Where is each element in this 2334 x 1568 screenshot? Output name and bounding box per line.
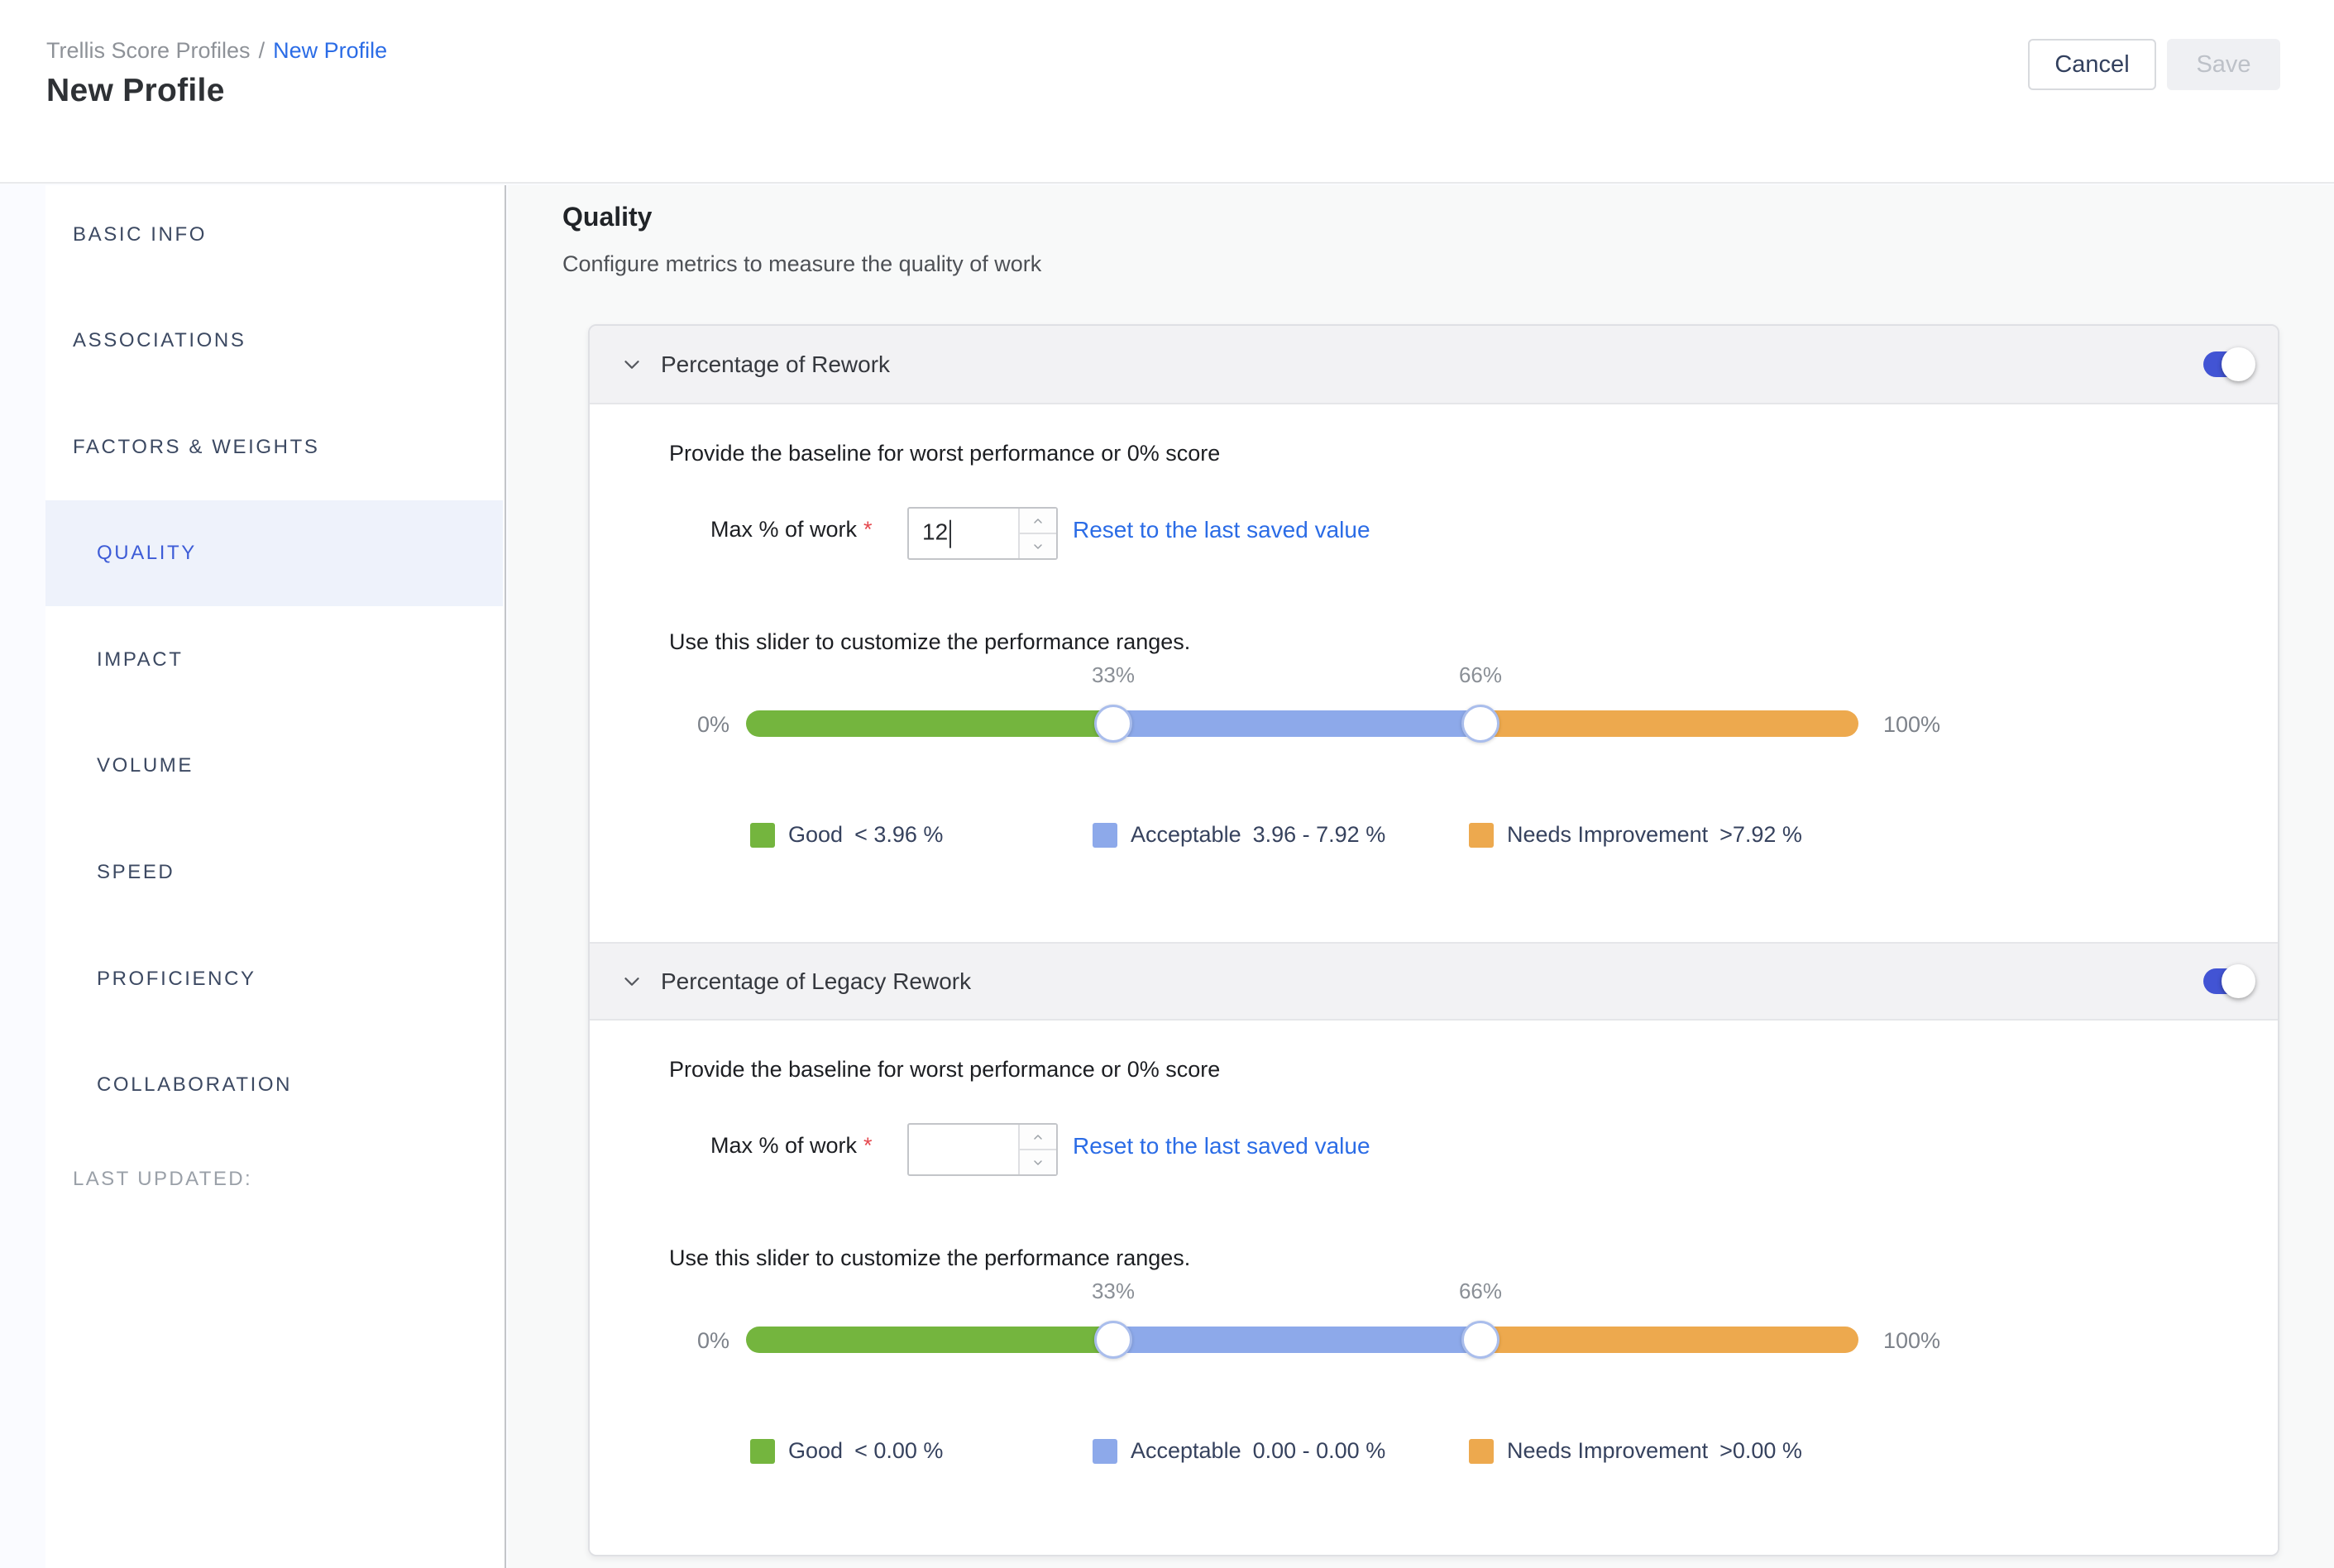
sidebar-item-speed[interactable]: SPEED — [97, 861, 175, 883]
sidebar-item-impact[interactable]: IMPACT — [97, 648, 184, 671]
metric-enabled-toggle[interactable] — [2203, 347, 2255, 381]
slider-segment-needs-improvement — [1480, 1327, 1858, 1353]
section-header-percentage-of-rework: Percentage of Rework — [590, 326, 2278, 404]
slider-handle2-value: 66% — [1458, 662, 1503, 687]
good-color-swatch — [750, 1438, 775, 1464]
save-button[interactable]: Save — [2167, 39, 2280, 90]
slider-segment-acceptable — [1112, 710, 1480, 737]
page-title: New Profile — [46, 73, 225, 108]
metric-title: Percentage of Legacy Rework — [661, 968, 972, 994]
max-percent-input[interactable]: 12 — [907, 507, 1058, 560]
section-body-percentage-of-rework: Provide the baseline for worst performan… — [590, 404, 2278, 942]
legend-needs-improvement: Needs Improvement >7.92 % — [1469, 822, 1802, 848]
app-header: Trellis Score Profiles / New Profile New… — [0, 0, 2334, 184]
number-spinner — [1018, 1125, 1056, 1174]
spinner-up-icon[interactable] — [1020, 1125, 1056, 1150]
collapse-chevron-icon[interactable] — [615, 347, 649, 382]
required-asterisk: * — [863, 1133, 873, 1158]
slider-max-label: 100% — [1883, 1328, 1941, 1353]
sidebar-item-proficiency[interactable]: PROFICIENCY — [97, 968, 256, 990]
legend-good: Good < 0.00 % — [750, 1438, 943, 1464]
baseline-instruction: Provide the baseline for worst performan… — [669, 1057, 1221, 1082]
slider-segment-good — [746, 710, 1113, 737]
collapse-chevron-icon[interactable] — [615, 964, 649, 999]
slider-handle1-value: 33% — [1091, 662, 1136, 687]
slider-min-label: 0% — [696, 712, 729, 737]
breadcrumb-current-link[interactable]: New Profile — [273, 38, 388, 63]
slider-segment-good — [746, 1327, 1113, 1353]
required-asterisk: * — [863, 517, 873, 542]
main-content: Quality Configure metrics to measure the… — [508, 185, 2334, 1568]
performance-range-slider[interactable] — [746, 1321, 1858, 1359]
sidebar-item-quality[interactable]: QUALITY — [45, 500, 503, 606]
slider-handle-1[interactable] — [1093, 1321, 1132, 1359]
number-spinner — [1018, 509, 1056, 558]
section-page-subtitle: Configure metrics to measure the quality… — [562, 251, 1042, 276]
text-caret — [949, 519, 952, 548]
max-percent-label: Max % of work * — [710, 1133, 873, 1158]
metric-enabled-toggle[interactable] — [2203, 964, 2255, 998]
acceptable-color-swatch — [1093, 1438, 1117, 1464]
quality-metrics-card: Percentage of Rework Provide the baselin… — [588, 324, 2279, 1556]
breadcrumb-parent-link[interactable]: Trellis Score Profiles — [46, 38, 251, 63]
last-updated-label: LAST UPDATED: — [73, 1168, 253, 1190]
slider-min-label: 0% — [696, 1328, 729, 1353]
section-header-percentage-of-legacy-rework: Percentage of Legacy Rework — [590, 942, 2278, 1021]
section-page-title: Quality — [562, 202, 653, 232]
legend-needs-improvement: Needs Improvement >0.00 % — [1469, 1438, 1802, 1464]
spinner-down-icon[interactable] — [1020, 1150, 1056, 1174]
legend-acceptable: Acceptable 3.96 - 7.92 % — [1093, 822, 1385, 848]
baseline-instruction: Provide the baseline for worst performan… — [669, 441, 1221, 466]
slider-handle2-value: 66% — [1458, 1279, 1503, 1303]
sidebar-item-factors-weights[interactable]: FACTORS & WEIGHTS — [73, 436, 320, 458]
good-color-swatch — [750, 822, 775, 848]
breadcrumb: Trellis Score Profiles / New Profile — [46, 38, 387, 64]
slider-instruction: Use this slider to customize the perform… — [669, 1245, 1191, 1270]
needs-improvement-color-swatch — [1469, 1438, 1494, 1464]
max-percent-label: Max % of work * — [710, 517, 873, 542]
slider-handle-1[interactable] — [1093, 705, 1132, 743]
toggle-knob — [2222, 347, 2255, 381]
metric-title: Percentage of Rework — [661, 351, 891, 377]
reset-link[interactable]: Reset to the last saved value — [1073, 517, 1370, 543]
sidebar-item-basic-info[interactable]: BASIC INFO — [73, 223, 208, 246]
slider-segment-acceptable — [1112, 1327, 1480, 1353]
slider-instruction: Use this slider to customize the perform… — [669, 629, 1191, 654]
cancel-button[interactable]: Cancel — [2028, 39, 2156, 90]
needs-improvement-color-swatch — [1469, 822, 1494, 848]
slider-handle-2[interactable] — [1461, 705, 1499, 743]
slider-handle1-value: 33% — [1091, 1279, 1136, 1303]
slider-handle-2[interactable] — [1461, 1321, 1499, 1359]
toggle-knob — [2222, 964, 2255, 998]
reset-link[interactable]: Reset to the last saved value — [1073, 1133, 1370, 1159]
sidebar-item-volume[interactable]: VOLUME — [97, 754, 194, 777]
legend-acceptable: Acceptable 0.00 - 0.00 % — [1093, 1438, 1385, 1464]
max-percent-input[interactable] — [907, 1123, 1058, 1176]
settings-sidebar: BASIC INFO ASSOCIATIONS FACTORS & WEIGHT… — [45, 185, 506, 1568]
spinner-up-icon[interactable] — [1020, 509, 1056, 534]
performance-range-slider[interactable] — [746, 705, 1858, 743]
acceptable-color-swatch — [1093, 822, 1117, 848]
slider-segment-needs-improvement — [1480, 710, 1858, 737]
section-body-percentage-of-legacy-rework: Provide the baseline for worst performan… — [590, 1021, 2278, 1553]
legend-good: Good < 3.96 % — [750, 822, 943, 848]
breadcrumb-separator: / — [258, 38, 265, 63]
sidebar-item-associations[interactable]: ASSOCIATIONS — [73, 329, 246, 351]
sidebar-item-collaboration[interactable]: COLLABORATION — [97, 1073, 293, 1096]
slider-max-label: 100% — [1883, 712, 1941, 737]
spinner-down-icon[interactable] — [1020, 534, 1056, 558]
